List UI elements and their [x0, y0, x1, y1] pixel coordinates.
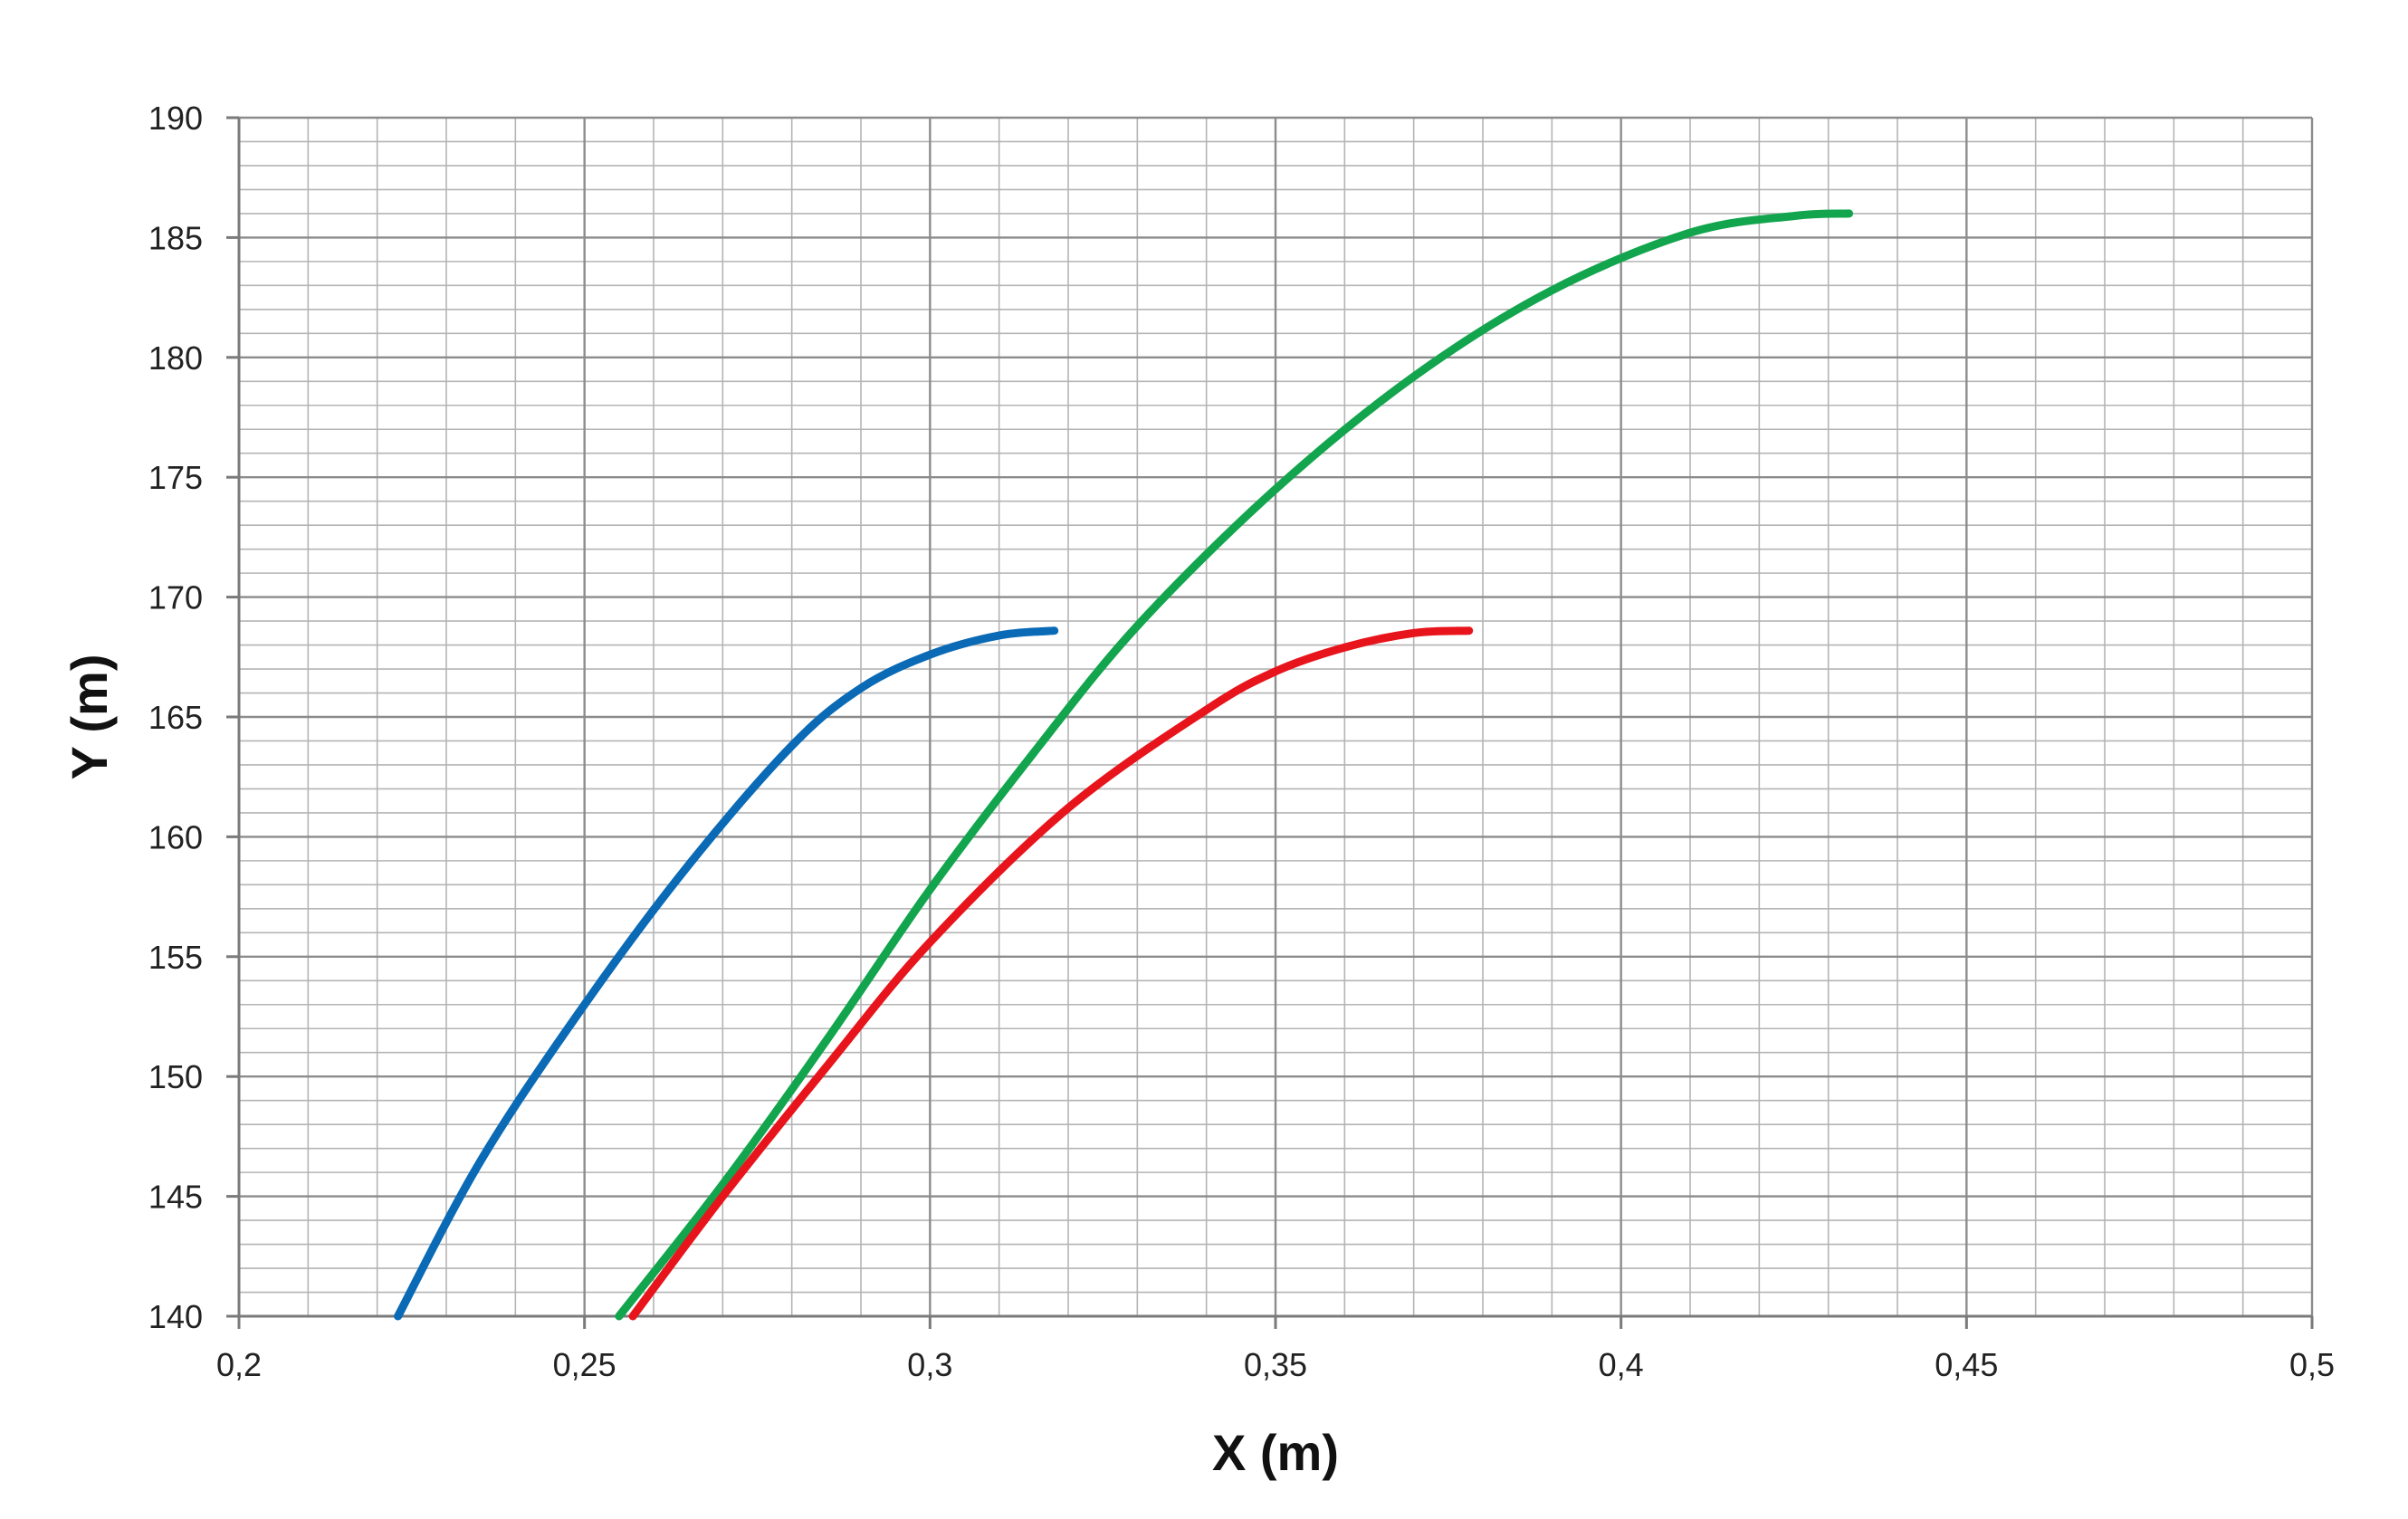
x-tick-label: 0,35	[1244, 1346, 1307, 1383]
major-gridlines	[237, 116, 2314, 1318]
x-tick-label: 0,3	[907, 1346, 952, 1383]
series-line-3	[628, 626, 1474, 1321]
y-tick-label: 140	[148, 1298, 203, 1335]
x-tick-label: 0,25	[553, 1346, 616, 1383]
x-tick-label: 0,5	[2289, 1346, 2335, 1383]
y-axis-title: Y (m)	[61, 654, 118, 780]
y-tick-label: 170	[148, 579, 203, 616]
y-tick-label: 145	[148, 1179, 203, 1216]
y-tick-label: 160	[148, 818, 203, 855]
axes	[226, 116, 2314, 1329]
y-tick-label: 185	[148, 219, 203, 256]
y-tick-label: 150	[148, 1058, 203, 1095]
y-tick-labels: 140 145 150 155 160 165 170 175 180 185 190	[148, 100, 203, 1335]
y-tick-label: 190	[148, 100, 203, 137]
y-tick-label: 165	[148, 699, 203, 736]
y-tick-label: 175	[148, 459, 203, 496]
y-tick-label: 155	[148, 939, 203, 976]
y-tick-label: 180	[148, 339, 203, 377]
series-line-2	[615, 209, 1854, 1321]
x-tick-labels: 0,2 0,25 0,3 0,35 0,4 0,45 0,5	[216, 1346, 2335, 1383]
series-line-1	[394, 626, 1059, 1321]
x-axis-title: X (m)	[1212, 1424, 1339, 1481]
x-tick-label: 0,45	[1935, 1346, 1998, 1383]
x-tick-label: 0,2	[216, 1346, 262, 1383]
x-tick-label: 0,4	[1599, 1346, 1644, 1383]
series-layer	[394, 209, 1854, 1321]
